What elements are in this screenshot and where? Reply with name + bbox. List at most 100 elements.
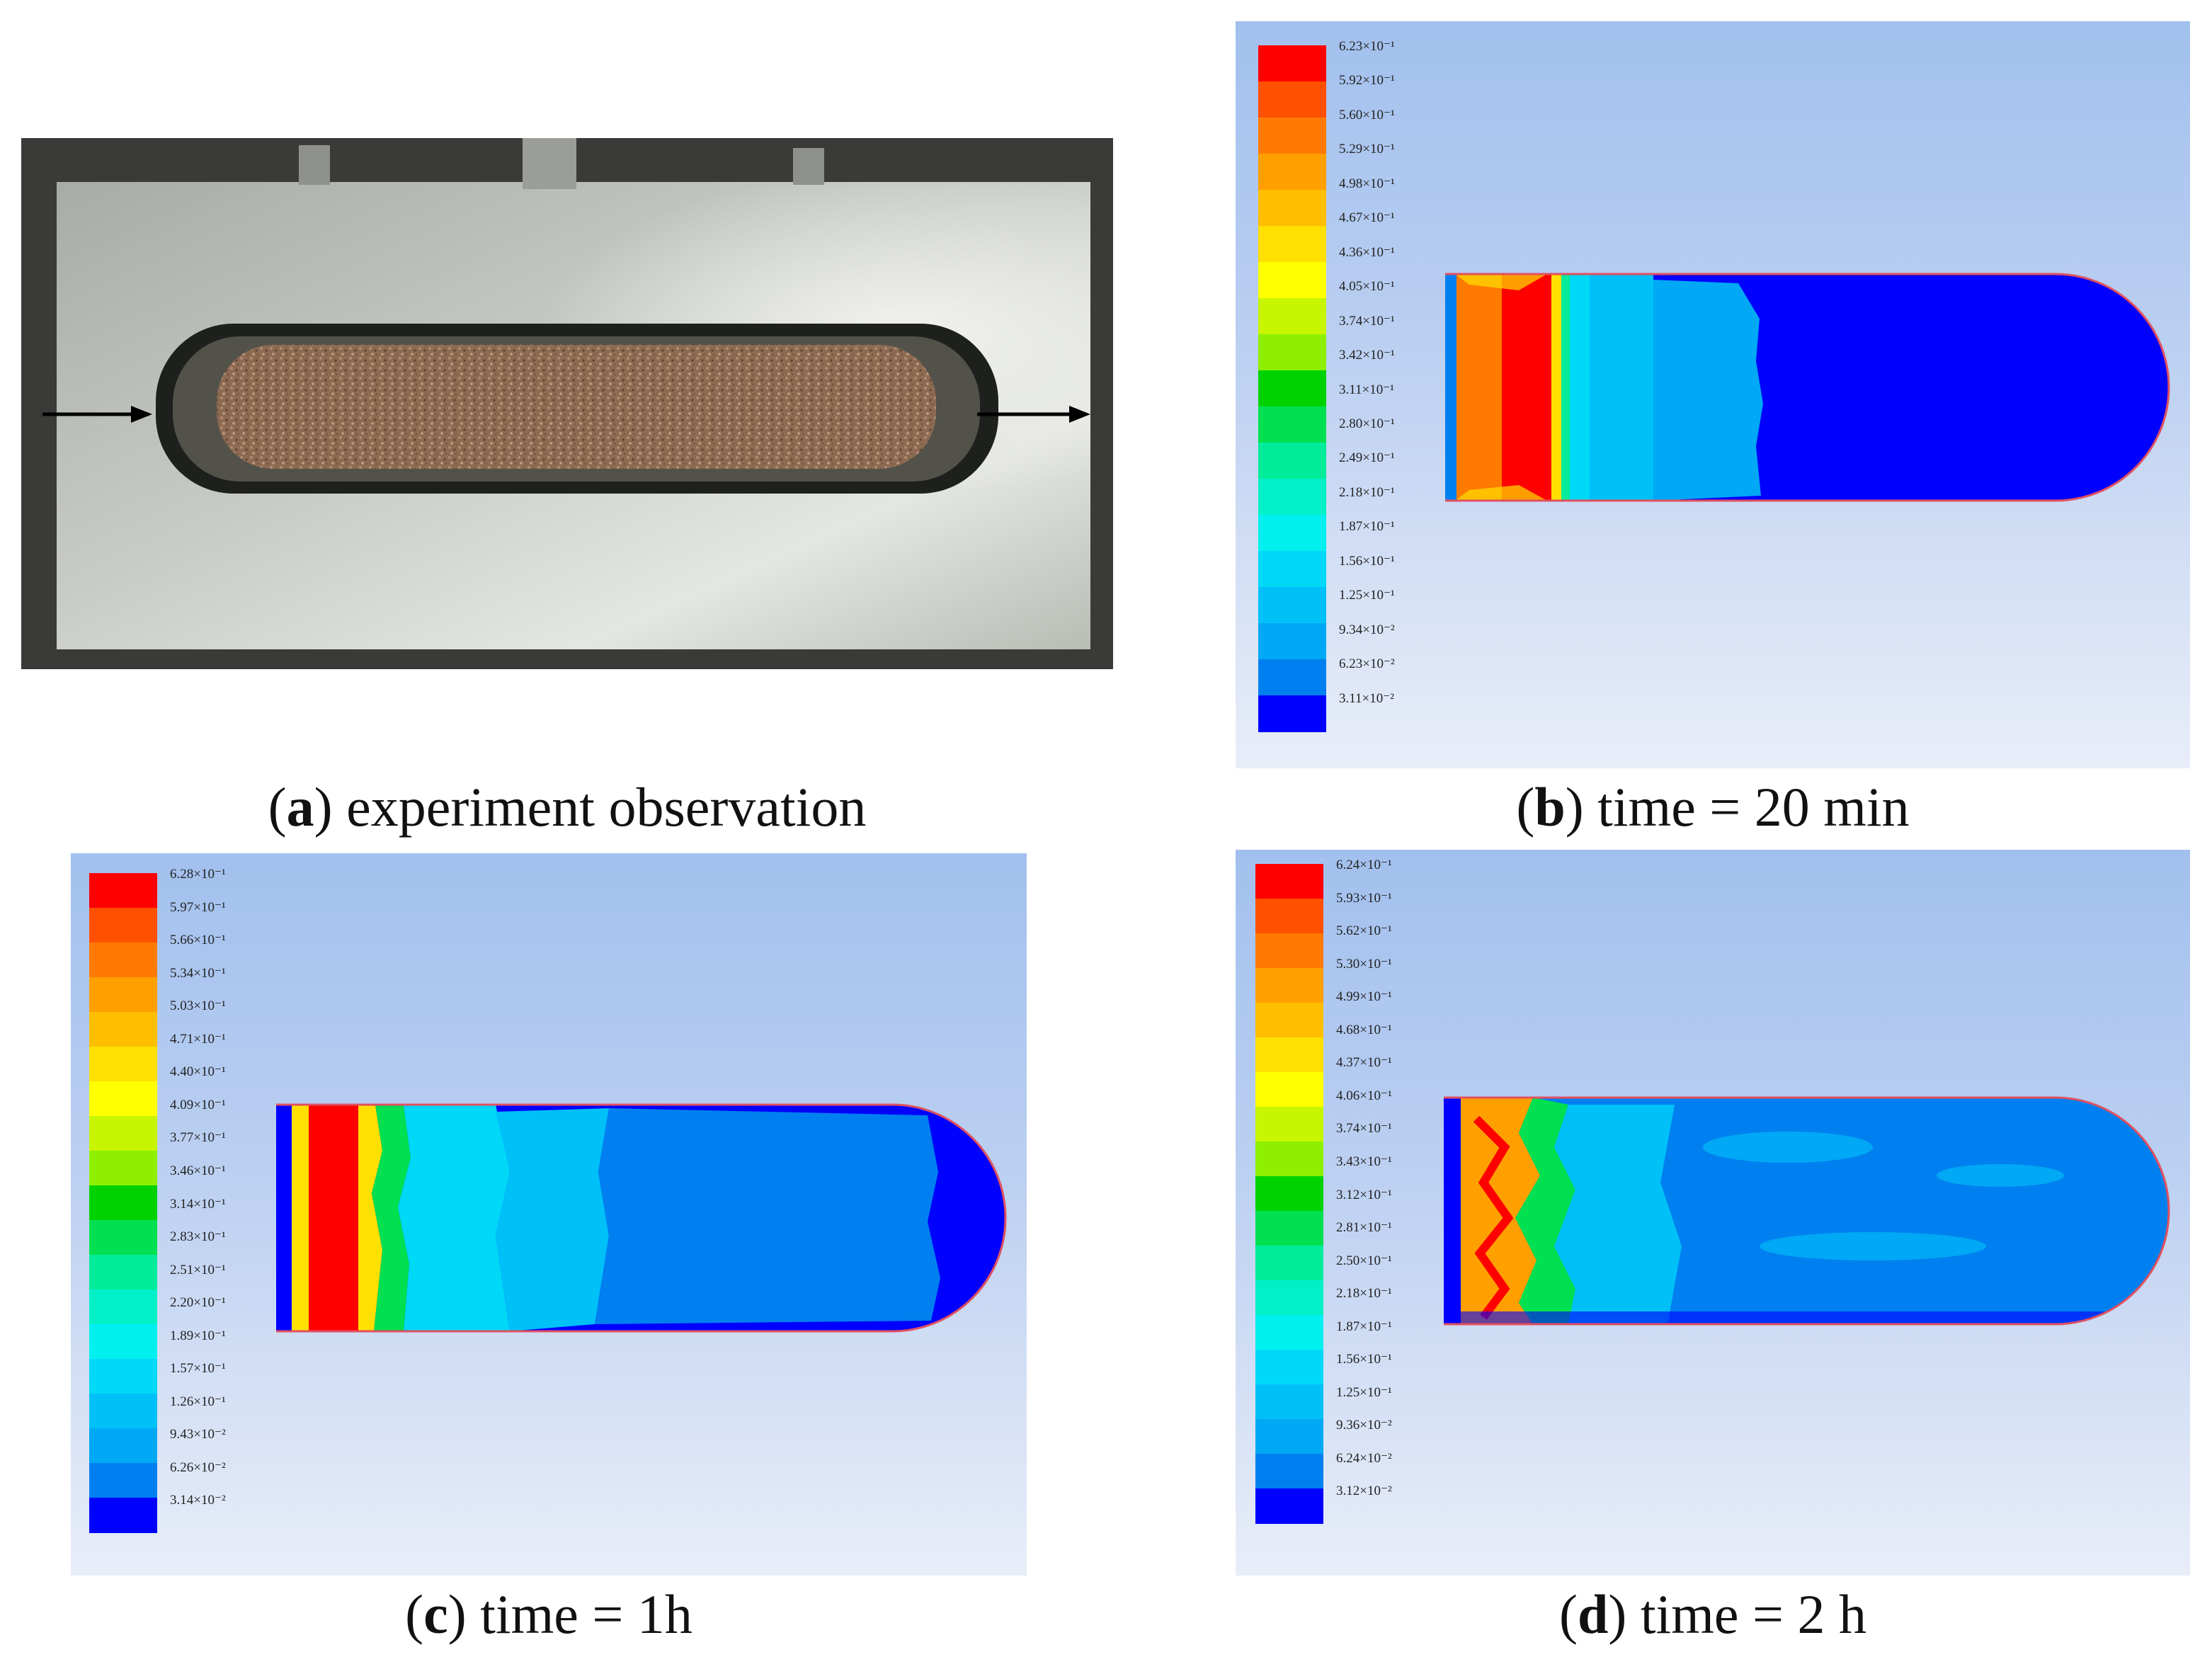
- colorbar-label: 4.36×10⁻¹: [1339, 244, 1395, 260]
- experiment-photo: [21, 138, 1113, 669]
- colorbar-swatch: [1258, 262, 1326, 299]
- colorbar-label: 4.68×10⁻¹: [1336, 1022, 1392, 1037]
- colorbar-swatch: [1255, 864, 1323, 899]
- caption-b: (b) time = 20 min: [1516, 776, 1910, 838]
- colorbar-swatch: [1258, 443, 1326, 479]
- colorbar-label: 2.18×10⁻¹: [1336, 1286, 1392, 1302]
- panel-b-simulation: 6.23×10⁻¹ 5.92×10⁻¹ 5.60×10⁻¹ 5.29×10⁻¹ 4.98…: [1236, 21, 2190, 768]
- colorbar-swatch: [89, 1359, 157, 1394]
- colorbar-swatch: [1255, 968, 1323, 1003]
- colorbar-swatch: [1258, 226, 1326, 263]
- colorbar-swatch: [1258, 406, 1326, 443]
- colorbar-label: 3.14×10⁻²: [170, 1493, 226, 1508]
- colorbar-label: 3.12×10⁻²: [1336, 1484, 1392, 1499]
- colorbar-swatch: [1258, 118, 1326, 154]
- colorbar-swatch: [1255, 1211, 1323, 1246]
- colorbar-swatch: [1255, 1488, 1323, 1524]
- colorbar-label: 2.49×10⁻¹: [1339, 450, 1395, 466]
- colorbar-label: 3.42×10⁻¹: [1339, 348, 1395, 363]
- colorbar-label: 5.66×10⁻¹: [170, 933, 226, 948]
- colorbar-label: 4.71×10⁻¹: [170, 1031, 226, 1047]
- colorbar-label: 6.24×10⁻²: [1336, 1450, 1392, 1466]
- colorbar-swatch: [89, 977, 157, 1013]
- colorbar-swatch: [1258, 334, 1326, 371]
- colorbar-label: 5.97×10⁻¹: [170, 899, 226, 915]
- panel-c-simulation: 6.28×10⁻¹ 5.97×10⁻¹ 5.66×10⁻¹ 5.34×10⁻¹ 5.03…: [71, 853, 1027, 1576]
- colorbar-swatch: [1258, 587, 1326, 624]
- colorbar-label: 3.11×10⁻¹: [1339, 382, 1394, 397]
- colorbar-swatch: [1258, 551, 1326, 588]
- colorbar-label: 6.26×10⁻²: [170, 1459, 226, 1475]
- colorbar-label: 3.46×10⁻¹: [170, 1163, 226, 1178]
- colorbar-swatch: [89, 1047, 157, 1082]
- colorbar-label: 2.18×10⁻¹: [1339, 484, 1395, 500]
- colorbar-label: 3.77×10⁻¹: [170, 1130, 226, 1146]
- panel-d-simulation: 6.24×10⁻¹ 5.93×10⁻¹ 5.62×10⁻¹ 5.30×10⁻¹ 4.99…: [1236, 850, 2190, 1576]
- colorbar-swatch: [89, 1255, 157, 1290]
- colorbar-swatch: [1258, 298, 1326, 335]
- colorbar-swatch: [1255, 1037, 1323, 1073]
- colorbar-swatch: [1255, 1384, 1323, 1420]
- colorbar-label: 3.11×10⁻²: [1339, 690, 1394, 706]
- colorbar-swatch: [89, 943, 157, 978]
- colorbar-label: 5.93×10⁻¹: [1336, 890, 1392, 906]
- colorbar-swatch: [89, 1116, 157, 1151]
- colorbar-swatch: [1255, 1419, 1323, 1454]
- colorbar-swatch: [1258, 370, 1326, 407]
- colorbar-label: 4.05×10⁻¹: [1339, 279, 1395, 295]
- colorbar-label: 5.30×10⁻¹: [1336, 956, 1392, 972]
- colorbar-label: 2.81×10⁻¹: [1336, 1220, 1392, 1236]
- colorbar-label: 2.51×10⁻¹: [170, 1262, 226, 1277]
- colorbar-label: 9.36×10⁻²: [1336, 1418, 1392, 1433]
- contour-b: [1445, 273, 2170, 502]
- colorbar-label: 5.92×10⁻¹: [1339, 73, 1395, 89]
- caption-c: (c) time = 1h: [405, 1583, 692, 1645]
- colorbar-swatch: [89, 1428, 157, 1464]
- colorbar-label: 1.87×10⁻¹: [1339, 519, 1395, 535]
- colorbar-swatch: [1258, 190, 1326, 227]
- colorbar-label: 6.28×10⁻¹: [170, 867, 226, 882]
- colorbar-swatch: [89, 1012, 157, 1047]
- colorbar-label: 3.14×10⁻¹: [170, 1196, 226, 1212]
- colorbar-label: 4.09×10⁻¹: [170, 1097, 226, 1112]
- colorbar-label: 1.25×10⁻¹: [1339, 588, 1395, 603]
- colorbar-swatch: [1258, 154, 1326, 190]
- colorbar-label: 1.87×10⁻¹: [1336, 1319, 1392, 1334]
- colorbar-swatch: [1255, 1003, 1323, 1038]
- colorbar-label: 4.06×10⁻¹: [1336, 1088, 1392, 1103]
- colorbar-swatch: [1255, 1176, 1323, 1212]
- colorbar-swatch: [1255, 1072, 1323, 1108]
- colorbar-swatch: [1255, 1246, 1323, 1281]
- colorbar-swatch: [89, 1081, 157, 1117]
- colorbar-label: 9.43×10⁻²: [170, 1427, 226, 1442]
- colorbar-label: 5.03×10⁻¹: [170, 998, 226, 1014]
- colorbar-label: 5.34×10⁻¹: [170, 965, 226, 981]
- colorbar-label: 6.23×10⁻²: [1339, 656, 1395, 672]
- colorbar-swatch: [1258, 695, 1326, 732]
- colorbar-swatch: [1258, 479, 1326, 516]
- colorbar-swatch: [89, 1185, 157, 1221]
- caption-a: (a) experiment observation: [268, 776, 867, 838]
- colorbar-swatch: [89, 1289, 157, 1325]
- colorbar-label: 5.60×10⁻¹: [1339, 107, 1395, 123]
- colorbar-label: 3.12×10⁻¹: [1336, 1187, 1392, 1202]
- colorbar-label: 6.23×10⁻¹: [1339, 39, 1395, 54]
- colorbar-swatch: [89, 1151, 157, 1186]
- colorbar-label: 4.98×10⁻¹: [1339, 176, 1395, 191]
- colorbar-label: 4.99×10⁻¹: [1336, 989, 1392, 1005]
- colorbar-swatch: [89, 1498, 157, 1533]
- colorbar-swatch: [1258, 659, 1326, 696]
- colorbar-label: 4.40×10⁻¹: [170, 1064, 226, 1080]
- colorbar-label: 2.20×10⁻¹: [170, 1295, 226, 1311]
- colorbar-swatch: [89, 1324, 157, 1360]
- colorbar-label: 1.57×10⁻¹: [170, 1361, 226, 1377]
- colorbar-label: 9.34×10⁻²: [1339, 622, 1395, 637]
- colorbar-swatch: [89, 1394, 157, 1429]
- colorbar-swatch: [1255, 1454, 1323, 1489]
- colorbar-label: 1.26×10⁻¹: [170, 1394, 226, 1409]
- colorbar-label: 1.25×10⁻¹: [1336, 1384, 1392, 1400]
- colorbar-label: 2.50×10⁻¹: [1336, 1253, 1392, 1268]
- colorbar-swatch: [89, 873, 157, 909]
- colorbar-swatch: [1255, 933, 1323, 969]
- colorbar-label: 4.67×10⁻¹: [1339, 210, 1395, 226]
